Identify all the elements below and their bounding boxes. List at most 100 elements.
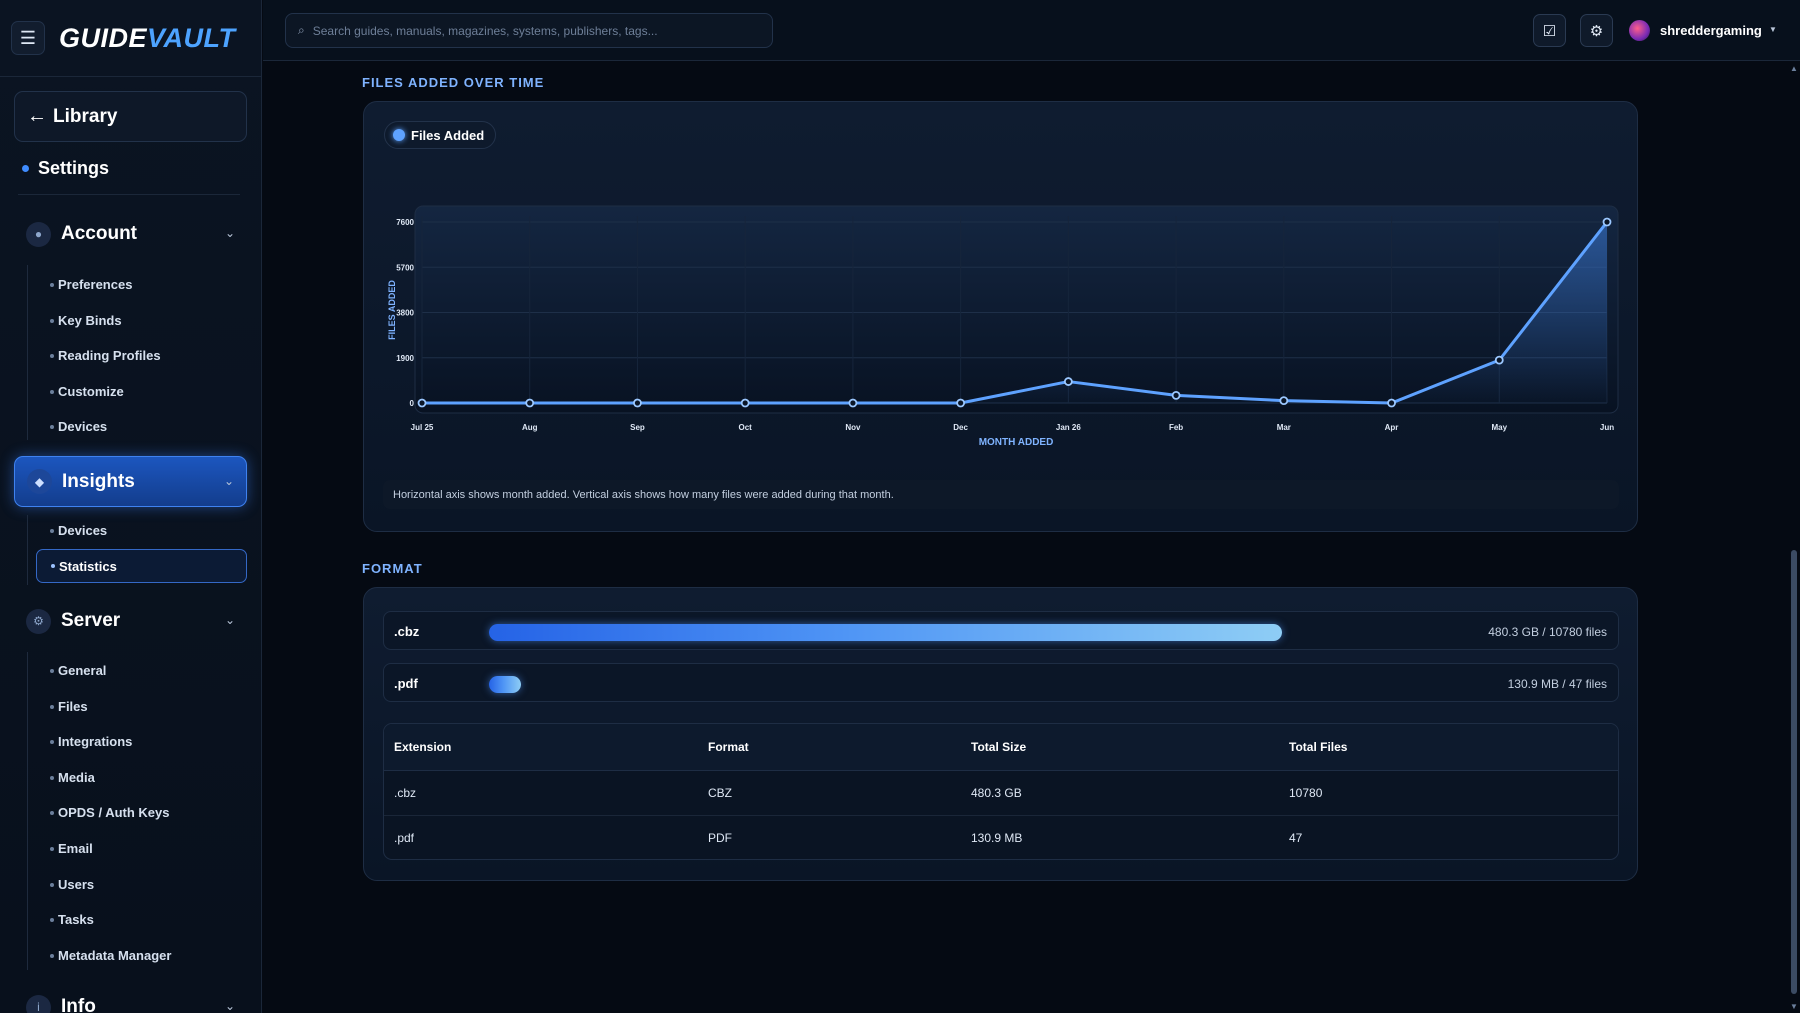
- bullet-icon: [50, 810, 54, 815]
- legend-files-added[interactable]: Files Added: [384, 121, 497, 149]
- sidebar-group-insights[interactable]: ◆ Insights ⌄: [14, 456, 247, 507]
- col-total-files[interactable]: Total Files: [1289, 724, 1618, 771]
- format-value: 130.9 MB / 47 files: [1507, 677, 1607, 691]
- data-point[interactable]: [1063, 377, 1073, 386]
- bullet-icon: [51, 564, 55, 568]
- data-point[interactable]: [1279, 396, 1289, 406]
- data-point[interactable]: [740, 398, 750, 408]
- search-box[interactable]: ⌕: [285, 13, 773, 48]
- y-tick-label: 7600: [396, 218, 414, 227]
- col-extension[interactable]: Extension: [384, 724, 708, 771]
- settings-button[interactable]: ⚙: [1580, 14, 1613, 47]
- scrollbar-thumb[interactable]: [1791, 550, 1797, 994]
- bullet-icon: [50, 424, 54, 429]
- bullet-icon: [50, 953, 54, 958]
- x-tick-label: Oct: [739, 423, 753, 432]
- bullet-icon: [50, 282, 54, 287]
- sidebar-item-integrations[interactable]: Integrations: [50, 734, 132, 749]
- sidebar-item-insights-devices[interactable]: Devices: [50, 523, 107, 538]
- files-added-area: [422, 222, 1607, 403]
- scroll-down-icon[interactable]: ▼: [1790, 1002, 1798, 1011]
- bullet-icon: [50, 704, 54, 709]
- brand-row: ☰ GUIDEVAULT: [0, 0, 261, 77]
- sidebar-item-metadata-manager[interactable]: Metadata Manager: [50, 948, 171, 963]
- data-point[interactable]: [525, 398, 535, 408]
- cell-extension: .cbz: [384, 770, 708, 816]
- sidebar-group-account[interactable]: ● Account ⌄: [14, 209, 247, 259]
- server-tree-line: [27, 652, 28, 970]
- caret-down-icon[interactable]: ▼: [1769, 25, 1777, 34]
- x-tick-label: Nov: [845, 423, 861, 432]
- sidebar-group-info[interactable]: i Info ⌄: [14, 982, 247, 1013]
- bullet-icon: [50, 846, 54, 851]
- x-tick-label: Dec: [953, 423, 968, 432]
- sidebar-item-users[interactable]: Users: [50, 877, 94, 892]
- y-tick-label: 3800: [396, 309, 414, 318]
- sidebar-divider: [18, 194, 240, 195]
- sidebar-item-account-devices[interactable]: Devices: [50, 419, 107, 434]
- y-tick-label: 1900: [396, 354, 414, 363]
- sidebar-item-preferences[interactable]: Preferences: [50, 277, 132, 292]
- bullet-icon: [50, 739, 54, 744]
- format-bar-row-cbz: .cbz 480.3 GB / 10780 files: [383, 611, 1619, 650]
- checkbox-icon: ☑: [1542, 22, 1557, 40]
- chart-grid: [421, 216, 1608, 404]
- data-point[interactable]: [848, 398, 858, 408]
- back-label: Library: [53, 105, 118, 127]
- data-point[interactable]: [1171, 390, 1181, 400]
- sidebar-item-files[interactable]: Files: [50, 699, 88, 714]
- account-tree-line: [27, 265, 28, 440]
- data-point[interactable]: [1387, 398, 1396, 408]
- format-bar-track: [489, 676, 1401, 693]
- chevron-down-icon: ⌄: [224, 613, 235, 627]
- bullet-icon: [50, 668, 54, 673]
- x-tick-label: Jan 26: [1056, 423, 1081, 432]
- table-row: .pdf PDF 130.9 MB 47: [384, 815, 1618, 859]
- sidebar-item-key-binds[interactable]: Key Binds: [50, 313, 122, 328]
- hamburger-icon: ☰: [19, 27, 37, 48]
- search-input[interactable]: [312, 23, 743, 38]
- sidebar-item-customize[interactable]: Customize: [50, 384, 124, 399]
- format-value: 480.3 GB / 10780 files: [1488, 625, 1607, 639]
- sidebar-item-general[interactable]: General: [50, 663, 106, 678]
- username[interactable]: shreddergaming: [1660, 23, 1762, 38]
- x-tick-label: Mar: [1277, 423, 1291, 432]
- sidebar-item-reading-profiles[interactable]: Reading Profiles: [50, 348, 161, 363]
- user-icon: ●: [26, 221, 51, 247]
- arrow-left-icon: ←: [27, 105, 47, 127]
- cell-extension: .pdf: [394, 830, 415, 845]
- sidebar-item-media[interactable]: Media: [50, 770, 95, 785]
- cell-total-size: 130.9 MB: [971, 830, 1023, 845]
- format-table: Extension Format Total Size Total Files …: [383, 723, 1619, 860]
- logo[interactable]: GUIDEVAULT: [59, 22, 236, 53]
- data-point[interactable]: [956, 398, 966, 408]
- back-to-library-button[interactable]: ← Library: [14, 91, 247, 142]
- sidebar-item-statistics[interactable]: Statistics: [36, 549, 247, 583]
- col-total-size[interactable]: Total Size: [971, 724, 1289, 771]
- format-bar-fill-cbz: [489, 624, 1283, 641]
- scroll-up-icon[interactable]: ▲: [1790, 64, 1798, 73]
- cell-format: CBZ: [708, 770, 971, 816]
- page-scrollbar[interactable]: ▲ ▼: [1788, 62, 1800, 1013]
- hamburger-menu-button[interactable]: ☰: [11, 21, 45, 55]
- files-added-line: [422, 221, 1609, 405]
- cell-total-size: 480.3 GB: [971, 770, 1289, 816]
- settings-dot-icon: [22, 165, 29, 172]
- data-point[interactable]: [633, 398, 642, 408]
- data-point[interactable]: [1494, 355, 1504, 365]
- format-bar-fill-pdf: [489, 676, 521, 693]
- sidebar-item-tasks[interactable]: Tasks: [50, 912, 94, 927]
- format-bar-row-pdf: .pdf 130.9 MB / 47 files: [383, 663, 1619, 702]
- topbar: ⌕ ☑ ⚙ shreddergaming ▼: [263, 0, 1800, 61]
- avatar[interactable]: [1629, 20, 1650, 41]
- tasks-button[interactable]: ☑: [1533, 14, 1566, 47]
- chart-note: Horizontal axis shows month added. Verti…: [383, 480, 1619, 509]
- data-point[interactable]: [1602, 217, 1612, 227]
- sidebar-item-opds-auth-keys[interactable]: OPDS / Auth Keys: [50, 805, 169, 820]
- sidebar-item-email[interactable]: Email: [50, 841, 93, 856]
- bullet-icon: [50, 882, 54, 887]
- diamond-icon: ◆: [27, 469, 52, 494]
- col-format[interactable]: Format: [708, 724, 971, 771]
- data-point[interactable]: [417, 398, 427, 408]
- sidebar-group-server[interactable]: ⚙ Server ⌄: [14, 596, 247, 646]
